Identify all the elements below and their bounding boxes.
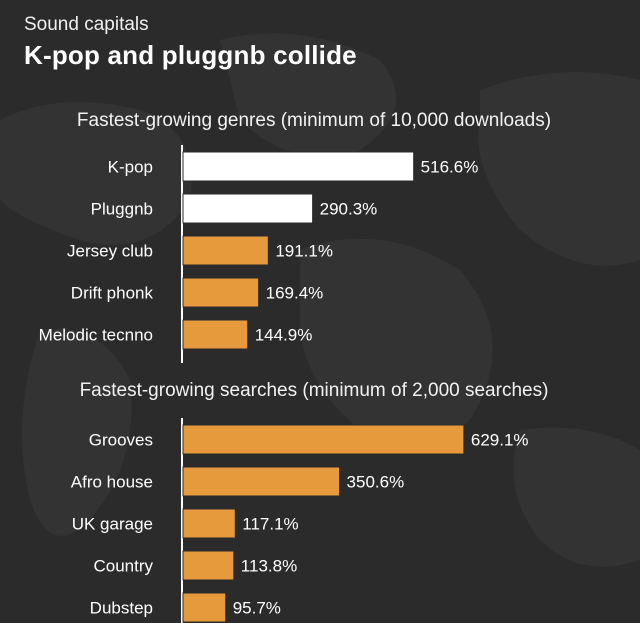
value-label: 516.6% <box>421 158 479 177</box>
bar-country <box>182 550 235 581</box>
category-label: Pluggnb <box>91 200 153 219</box>
bar-melodic-tecnno <box>182 319 249 350</box>
category-label: K-pop <box>108 158 153 177</box>
value-label: 290.3% <box>320 200 378 219</box>
bar-grooves <box>182 424 465 455</box>
bar-afro-house <box>182 466 341 497</box>
category-label: Drift phonk <box>71 284 154 303</box>
value-label: 113.8% <box>241 557 297 576</box>
category-label: Country <box>93 557 153 576</box>
category-label: Melodic tecnno <box>39 326 153 345</box>
category-label: Dubstep <box>90 599 153 618</box>
kicker: Sound capitals <box>24 14 149 35</box>
bar-uk-garage <box>182 508 236 539</box>
genres-chart-title: Fastest-growing genres (minimum of 10,00… <box>76 110 552 131</box>
category-label: Jersey club <box>67 242 153 261</box>
value-label: 144.9% <box>255 326 313 345</box>
bar-dubstep <box>182 592 227 623</box>
searches-bar-chart: Grooves 629.1% Afro house 350.6% UK garage 11… <box>71 418 529 623</box>
category-label: UK garage <box>72 515 153 534</box>
value-label: 350.6% <box>347 473 405 492</box>
value-label: 629.1% <box>471 431 529 450</box>
category-label: Grooves <box>89 431 153 450</box>
searches-chart-title: Fastest-growing searches (minimum of 2,0… <box>79 380 549 401</box>
headline: K-pop and pluggnb collide <box>24 40 357 70</box>
bar-k-pop <box>182 151 415 182</box>
value-label: 191.1% <box>275 242 333 261</box>
bar-pluggnb <box>182 193 314 224</box>
value-label: 95.7% <box>233 599 281 618</box>
value-label: 117.1% <box>242 515 298 534</box>
category-label: Afro house <box>71 473 153 492</box>
genres-bar-chart: K-pop 516.6% Pluggnb 290.3% Jersey club 191.1… <box>39 145 479 363</box>
value-label: 169.4% <box>266 284 324 303</box>
bar-jersey-club <box>182 235 269 266</box>
bar-drift-phonk <box>182 277 260 308</box>
